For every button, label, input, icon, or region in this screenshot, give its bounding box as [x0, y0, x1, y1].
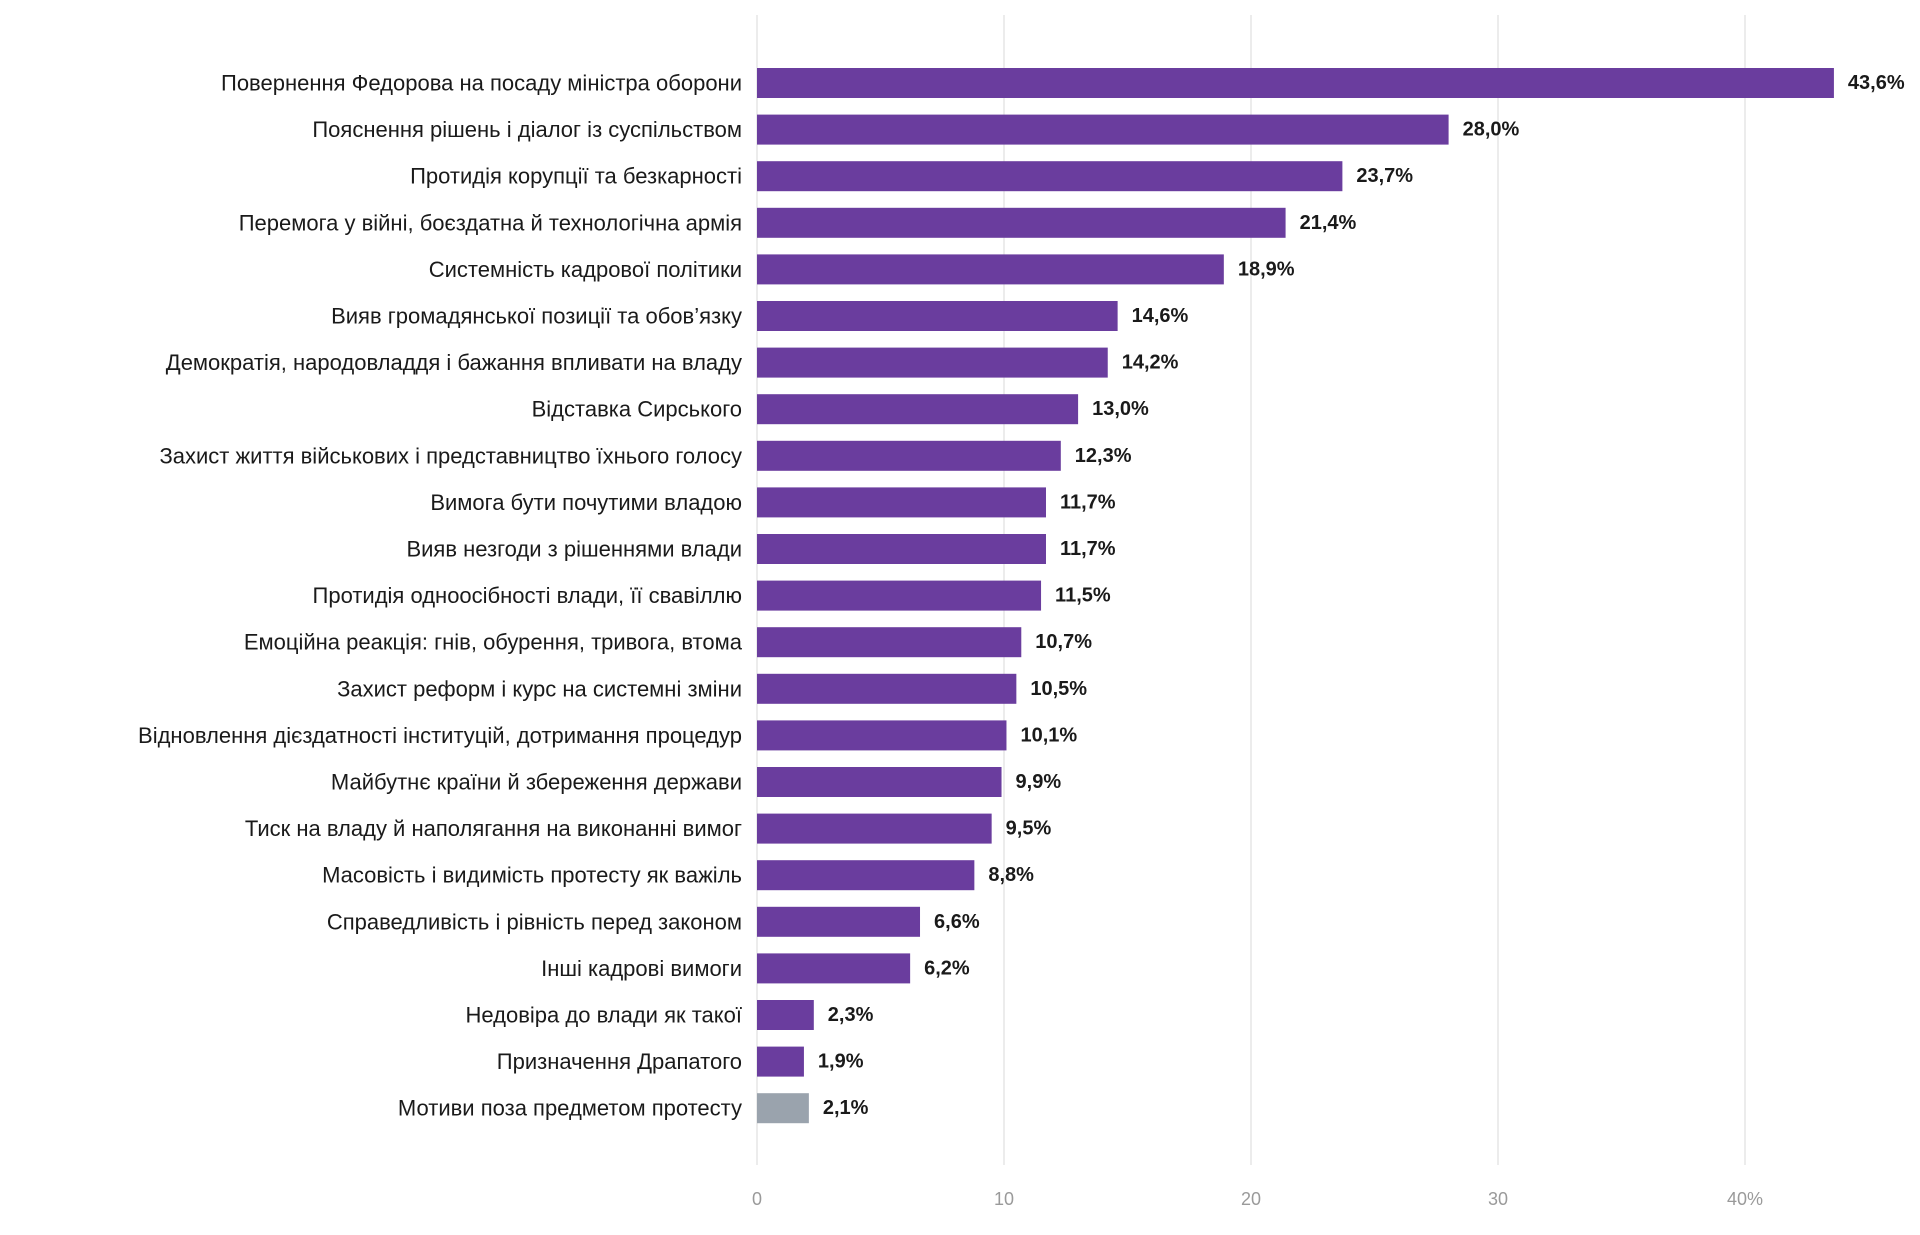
category-label: Тиск на владу й наполягання на виконанні…: [245, 816, 742, 841]
category-label: Вияв незгоди з рішеннями влади: [406, 537, 742, 562]
category-label: Мотиви поза предметом протесту: [398, 1096, 742, 1121]
x-tick-label: 10: [994, 1189, 1014, 1209]
bar: [757, 207, 1286, 238]
bar: [757, 1000, 814, 1030]
bar: [757, 301, 1118, 331]
bar: [757, 720, 1007, 751]
bar: [757, 767, 1002, 797]
category-label: Вияв громадянської позиції та обов’язку: [331, 304, 742, 329]
category-label: Повернення Федорова на посаду міністра о…: [221, 71, 742, 96]
bar: [757, 68, 1834, 98]
category-label: Перемога у війні, боєздатна й технологіч…: [239, 210, 742, 235]
value-label: 2,3%: [828, 1004, 874, 1026]
category-label: Інші кадрові вимоги: [541, 956, 742, 981]
value-label: 9,5%: [1006, 818, 1052, 840]
value-label: 2,1%: [823, 1097, 869, 1119]
bar: [757, 906, 921, 937]
category-label: Відставка Сирського: [532, 397, 742, 422]
value-label: 9,9%: [1016, 771, 1062, 793]
category-label: Протидія одноосібності влади, її свавілл…: [313, 583, 742, 608]
value-label: 10,7%: [1035, 631, 1092, 653]
value-label: 11,7%: [1060, 491, 1116, 513]
value-label: 1,9%: [818, 1051, 864, 1073]
x-tick-label: 0: [752, 1189, 762, 1209]
bar: [757, 534, 1046, 564]
value-label: 11,5%: [1055, 585, 1111, 607]
value-label: 10,5%: [1030, 678, 1087, 700]
bar: [757, 1046, 804, 1077]
bar: [757, 394, 1079, 425]
x-tick-label: 30: [1488, 1189, 1508, 1209]
value-label: 12,3%: [1075, 445, 1132, 467]
value-label: 11,7%: [1060, 538, 1116, 560]
category-label: Призначення Драпатого: [497, 1049, 742, 1074]
value-label: 21,4%: [1300, 212, 1357, 234]
value-label: 14,6%: [1132, 305, 1189, 327]
bars: [757, 68, 1834, 1124]
category-labels: Повернення Федорова на посаду міністра о…: [138, 71, 743, 1121]
category-label: Справедливість і рівність перед законом: [327, 909, 742, 934]
category-label: Демократія, народовладдя і бажання вплив…: [166, 350, 742, 375]
bar: [757, 953, 911, 984]
category-label: Масовість і видимість протесту як важіль: [322, 863, 742, 888]
value-label: 23,7%: [1356, 165, 1413, 187]
category-label: Вимога бути почутими владою: [430, 490, 742, 515]
bar: [757, 860, 975, 891]
value-label: 10,1%: [1020, 724, 1077, 746]
bar: [757, 813, 992, 844]
bar: [757, 440, 1061, 471]
category-label: Емоційна реакція: гнів, обурення, тривог…: [244, 630, 743, 655]
category-label: Захист реформ і курс на системні зміни: [337, 676, 742, 701]
value-label: 6,2%: [924, 957, 970, 979]
value-labels: 43,6% 28,0% 23,7% 21,4% 18,9% 14,6% 14,2% 13,0%…: [818, 72, 1905, 1119]
bar: [757, 627, 1022, 658]
value-label: 14,2%: [1122, 352, 1179, 374]
bar: [757, 161, 1343, 192]
category-label: Майбутнє країни й збереження держави: [331, 770, 742, 795]
bar: [757, 1093, 809, 1124]
value-label: 18,9%: [1238, 258, 1295, 280]
value-label: 28,0%: [1463, 119, 1520, 141]
value-label: 43,6%: [1848, 72, 1905, 94]
bar: [757, 487, 1046, 518]
category-label: Пояснення рішень і діалог із суспільство…: [312, 117, 742, 142]
value-label: 6,6%: [934, 911, 980, 933]
category-label: Захист життя військових і представництво…: [159, 443, 742, 468]
category-label: Недовіра до влади як такої: [466, 1003, 742, 1028]
value-label: 13,0%: [1092, 398, 1149, 420]
bar: [757, 673, 1017, 704]
bar: [757, 347, 1108, 378]
category-label: Відновлення дієздатності інституцій, дот…: [138, 723, 742, 748]
value-label: 8,8%: [988, 864, 1034, 886]
bar: [757, 114, 1449, 145]
bar: [757, 580, 1042, 611]
x-tick-label: 20: [1241, 1189, 1261, 1209]
x-axis-ticks: 0 10 20 30 40%: [752, 1189, 1763, 1209]
category-label: Протидія корупції та безкарності: [410, 164, 742, 189]
bar: [757, 254, 1224, 285]
x-tick-label: 40%: [1727, 1189, 1763, 1209]
category-label: Системність кадрової політики: [429, 257, 742, 282]
